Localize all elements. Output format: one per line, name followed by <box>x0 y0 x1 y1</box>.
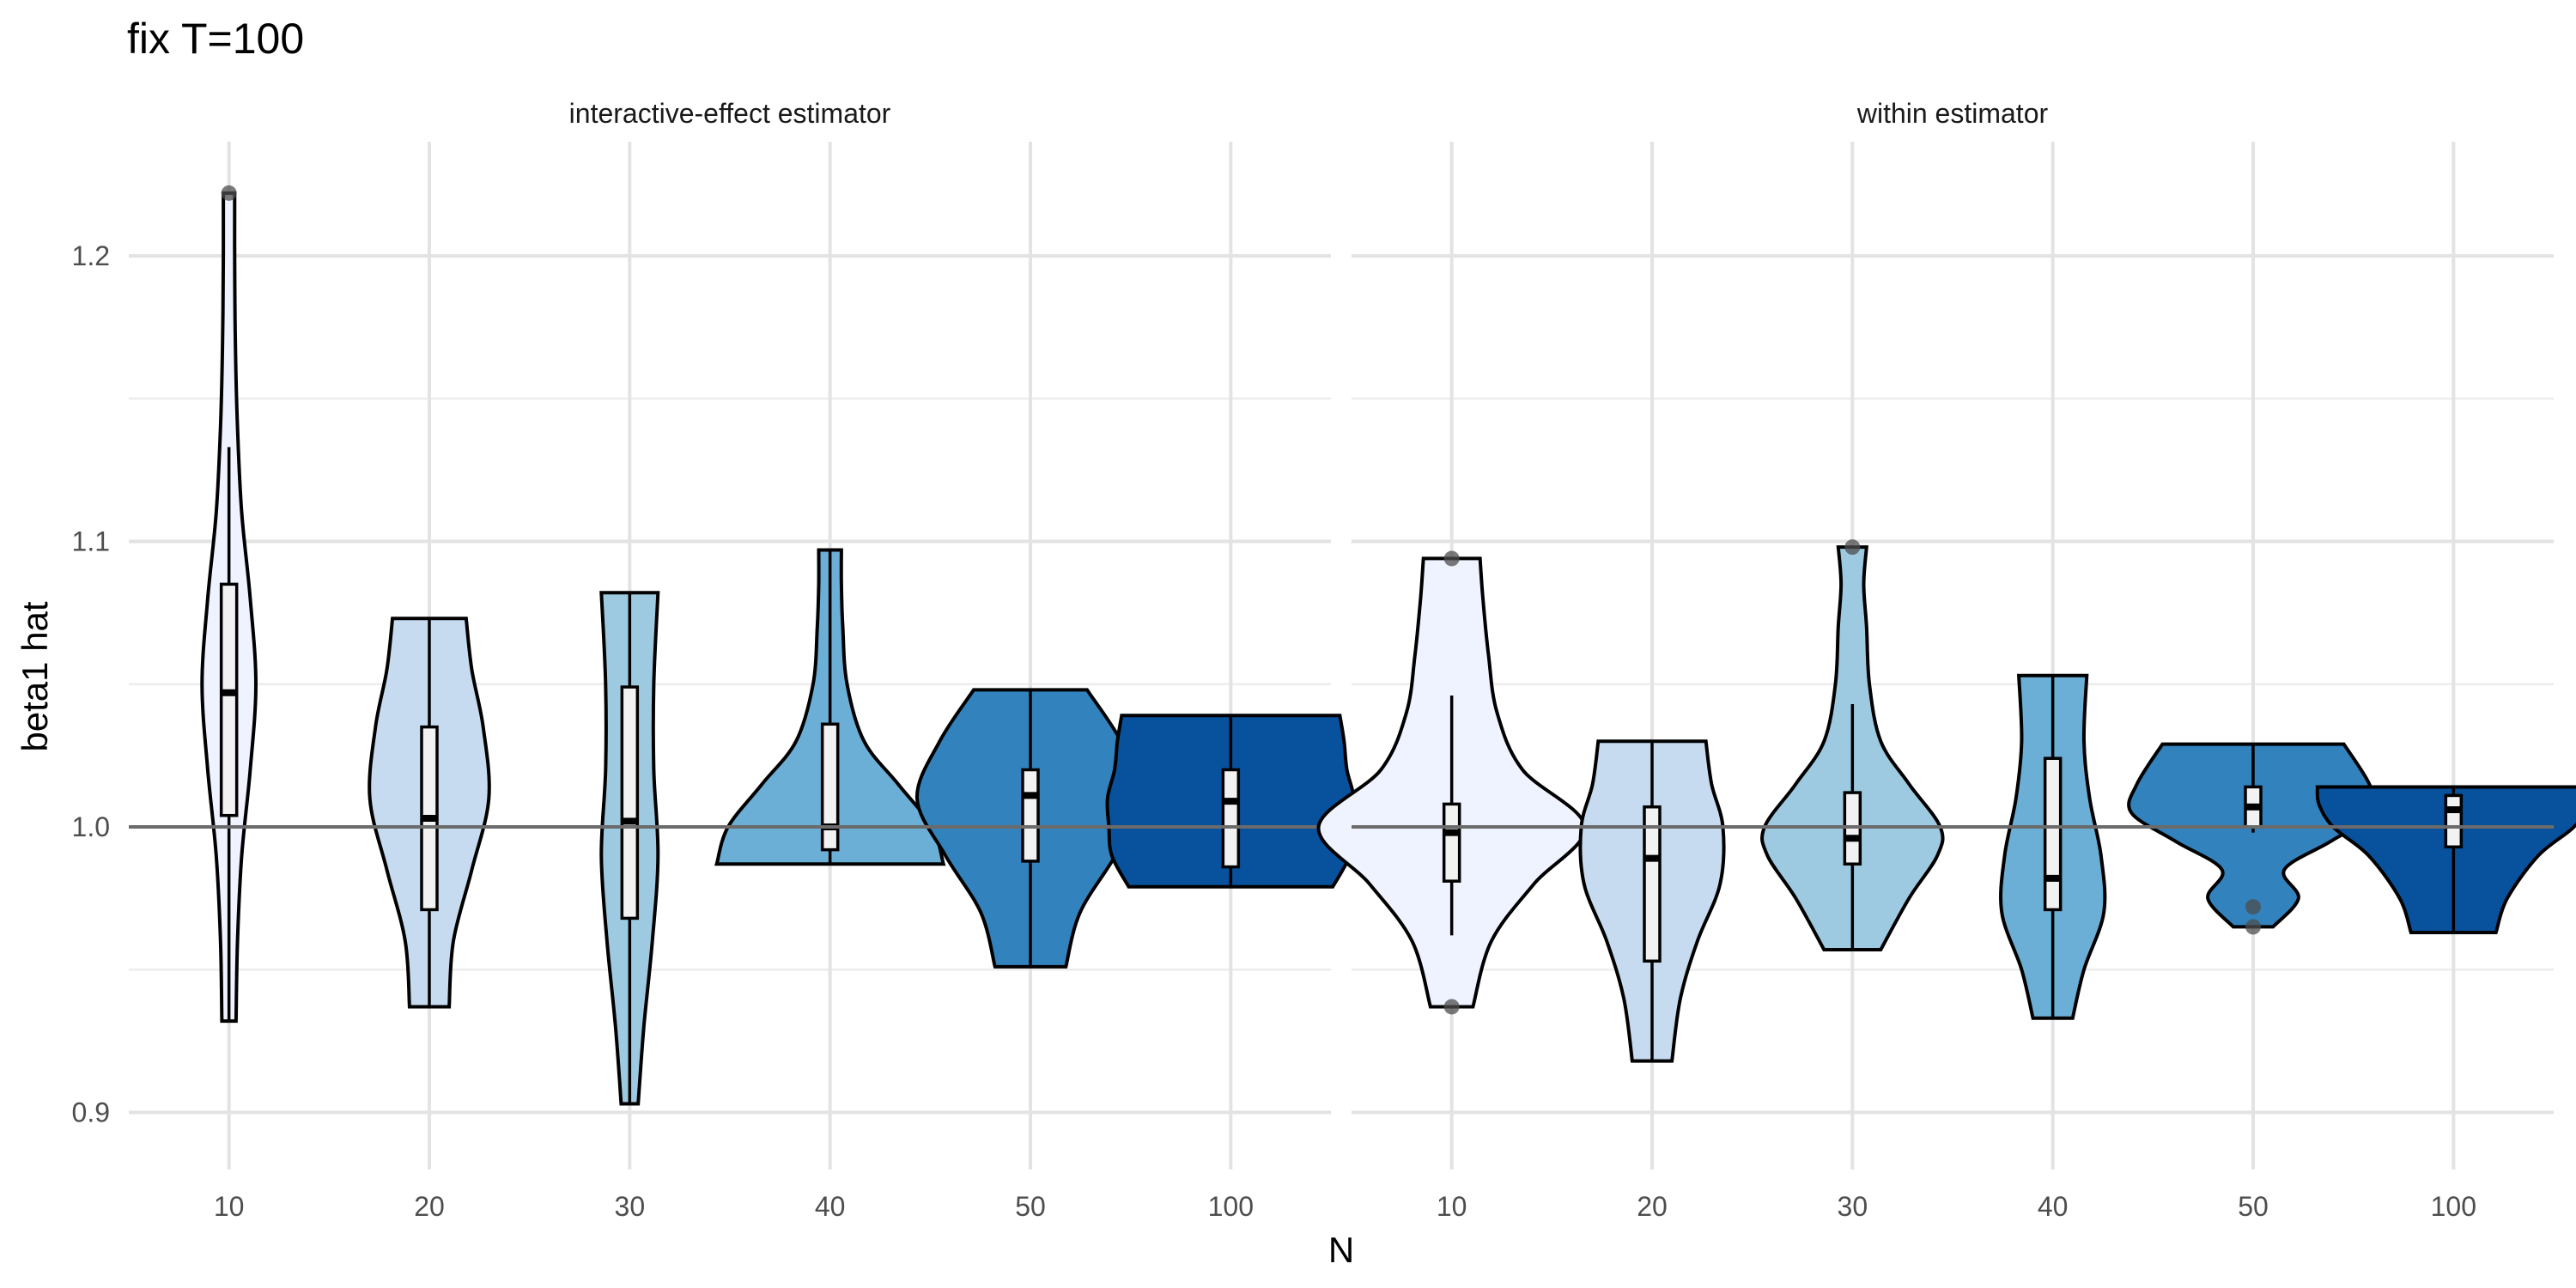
panel-1: interactive-effect estimator 0.9 1.0 1.1 1.2… <box>72 98 1357 1222</box>
y-tick-label: 1.0 <box>72 811 110 842</box>
outlier-point <box>2245 899 2261 915</box>
violin-group-20 <box>1578 739 1726 1063</box>
x-tick-label: 50 <box>1015 1191 1046 1222</box>
x-tick-label: 20 <box>1637 1191 1668 1222</box>
x-tick-label: 10 <box>1437 1191 1467 1222</box>
panel-strip-label: interactive-effect estimator <box>569 98 891 129</box>
iqr-box <box>620 685 640 920</box>
x-axis-title: N <box>1328 1230 1354 1270</box>
y-tick-label: 0.9 <box>72 1097 110 1128</box>
x-tick-label: 20 <box>414 1191 445 1222</box>
iqr-box <box>2043 756 2063 912</box>
chart-title: fix T=100 <box>127 15 304 63</box>
iqr-box <box>219 582 239 817</box>
y-tick-label: 1.1 <box>72 526 110 557</box>
violin-group-40 <box>714 548 946 866</box>
iqr-box <box>1221 768 1241 869</box>
iqr-box <box>1643 805 1662 963</box>
iqr-box <box>1442 802 1461 883</box>
violin-group-100 <box>2315 785 2576 934</box>
x-tick-label: 10 <box>214 1191 245 1222</box>
iqr-box <box>1021 768 1040 863</box>
x-tick-label: 30 <box>615 1191 646 1222</box>
violin-group-30 <box>1760 539 1945 951</box>
violin-group-30 <box>599 591 660 1106</box>
x-tick-label: 40 <box>815 1191 846 1222</box>
chart-panels: interactive-effect estimator 0.9 1.0 1.1 1.2… <box>72 98 2576 1222</box>
panel-strip-label: within estimator <box>1856 98 2049 129</box>
violin-shape <box>2127 742 2379 929</box>
violin-shape <box>2315 785 2576 934</box>
y-tick-label: 1.2 <box>72 240 110 271</box>
outlier-point <box>1443 999 1460 1015</box>
violin-group-20 <box>368 617 491 1009</box>
outlier-point <box>221 185 237 201</box>
violin-group-10 <box>1316 550 1587 1015</box>
x-tick-label: 100 <box>1208 1191 1254 1222</box>
iqr-box <box>2444 793 2464 849</box>
outlier-point <box>2245 919 2261 935</box>
violin-group-100 <box>1105 714 1357 889</box>
x-tick-label: 100 <box>2431 1191 2476 1222</box>
panel-2: within estimator 10 20 30 40 50 100 <box>1316 98 2576 1222</box>
violin-group-40 <box>1999 673 2107 1020</box>
y-axis-title: beta1 hat <box>15 601 55 751</box>
violin-group-10 <box>200 185 258 1024</box>
violin-group-50 <box>2127 742 2379 935</box>
outlier-point <box>1443 550 1460 567</box>
outlier-point <box>1844 539 1861 556</box>
x-tick-label: 50 <box>2238 1191 2269 1222</box>
x-tick-label: 30 <box>1838 1191 1868 1222</box>
iqr-box <box>820 722 840 852</box>
x-tick-label: 40 <box>2038 1191 2069 1222</box>
